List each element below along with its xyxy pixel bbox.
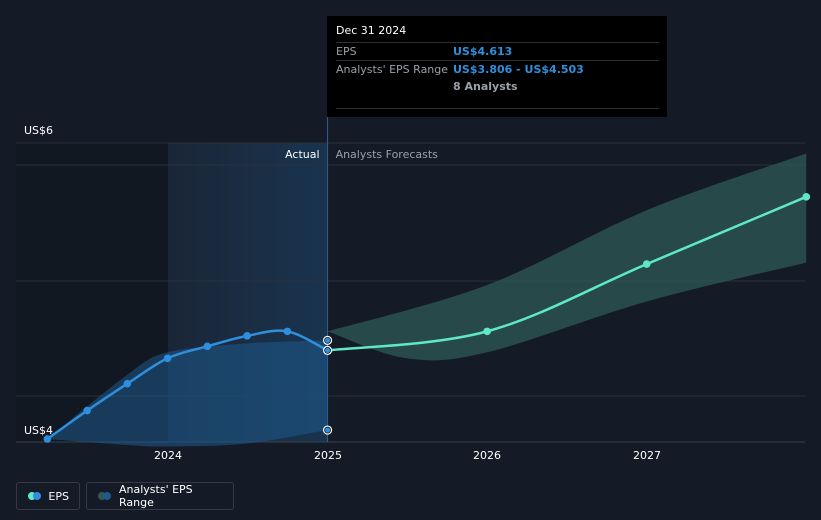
chart-background bbox=[16, 143, 328, 442]
eps-point bbox=[642, 260, 651, 268]
legend-eps-toggle[interactable]: EPS bbox=[16, 482, 80, 510]
y-tick-label: US$6 bbox=[24, 124, 53, 137]
eps-point bbox=[163, 354, 172, 363]
eps-point bbox=[203, 342, 212, 351]
eps-point bbox=[243, 332, 251, 340]
tooltip-range-row: Analysts' EPS Range US$3.806 - US$4.503 bbox=[336, 60, 659, 78]
y-tick-label: US$4 bbox=[24, 424, 53, 437]
hover-tooltip: Dec 31 2024 EPS US$4.613 Analysts' EPS R… bbox=[327, 16, 667, 117]
x-tick-label: 2025 bbox=[314, 449, 342, 462]
tooltip-range-value: US$3.806 - US$4.503 bbox=[453, 63, 584, 76]
tooltip-analysts-row: 8 Analysts bbox=[336, 78, 659, 95]
actual-label: Actual bbox=[285, 148, 319, 161]
eps-point-current-fill bbox=[324, 347, 331, 353]
forecast-label: Analysts Forecasts bbox=[336, 148, 439, 161]
legend-range-toggle[interactable]: Analysts' EPS Range bbox=[86, 482, 234, 510]
x-tick-label: 2026 bbox=[473, 449, 501, 462]
tooltip-eps-value: US$4.613 bbox=[453, 45, 513, 58]
tooltip-range-label: Analysts' EPS Range bbox=[336, 63, 449, 76]
forecast-eps-line bbox=[327, 195, 807, 352]
eps-point bbox=[483, 327, 491, 336]
tooltip-analysts-count: 8 Analysts bbox=[453, 80, 518, 93]
actual-range-area bbox=[47, 340, 328, 447]
eps-point bbox=[802, 193, 811, 201]
tooltip-eps-label: EPS bbox=[336, 45, 357, 58]
eps-swatch-icon bbox=[28, 492, 41, 500]
legend-range-label: Analysts' EPS Range bbox=[119, 483, 193, 509]
eps-point bbox=[43, 435, 52, 443]
eps-point bbox=[83, 406, 91, 415]
legend-eps-label: EPS bbox=[48, 489, 69, 503]
tooltip-date: Dec 31 2024 bbox=[336, 24, 407, 37]
range-areas bbox=[47, 153, 807, 447]
axis-labels: US$6 US$4 2024 2025 2026 2027 Actual Analysts F… bbox=[24, 124, 661, 462]
eps-point bbox=[123, 379, 132, 388]
eps-points bbox=[43, 193, 811, 443]
x-tick-label: 2024 bbox=[154, 449, 182, 462]
x-tick-label: 2027 bbox=[633, 449, 661, 462]
eps-point bbox=[283, 327, 292, 336]
tooltip-divider bbox=[336, 108, 659, 109]
range-marker-fill bbox=[324, 337, 331, 343]
tooltip-eps-row: EPS US$4.613 bbox=[336, 42, 659, 60]
forecast-range-area bbox=[327, 153, 807, 361]
range-swatch-icon bbox=[98, 492, 111, 500]
range-marker-fill bbox=[324, 427, 331, 433]
